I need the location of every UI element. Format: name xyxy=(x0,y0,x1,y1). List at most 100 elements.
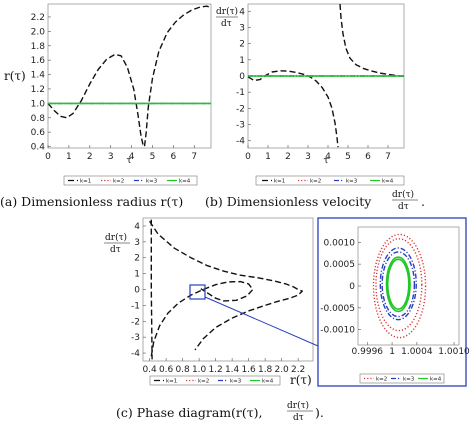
x-tick-label: 1.8 xyxy=(258,365,273,375)
series-k2-orbit xyxy=(375,238,423,332)
panel-a-legend: k=1 k=2 k=3 k=4 xyxy=(63,175,198,186)
x-tick-label: 1.0 xyxy=(192,365,207,375)
y-tick-label: -1 xyxy=(236,88,245,98)
panel-c-caption: (c) Phase diagram (r(τ), dr(τ) dτ ). xyxy=(116,400,324,423)
legend-label: k=2 xyxy=(198,379,209,385)
y-tick-label: -4 xyxy=(131,349,140,359)
panel-c-legend: k=1 k=2 k=3 k=4 xyxy=(149,375,281,386)
legend-label: k=4 xyxy=(382,179,394,185)
x-tick-label: 1.0010 xyxy=(438,347,470,357)
x-tick-label: 1.6 xyxy=(241,365,256,375)
panel-c-zoom-connector xyxy=(204,296,319,347)
legend-label: k=4 xyxy=(262,379,274,385)
legend-label: k=3 xyxy=(403,377,415,383)
panel-b-y-label-num: dr(τ) xyxy=(216,6,238,17)
x-tick-label: 2.2 xyxy=(291,365,305,375)
panel-c-caption-num: dr(τ) xyxy=(287,400,309,411)
y-tick-label: 4 xyxy=(134,222,140,232)
x-tick-label: 0.6 xyxy=(159,365,174,375)
x-tick-label: 2 xyxy=(87,152,93,162)
legend-label: k=1 xyxy=(166,379,177,385)
x-tick-label: 6 xyxy=(171,152,177,162)
panel-c-inset-y-ticks: 0.0010 0.0005 0 -0.0005 -0.0010 xyxy=(320,238,361,336)
y-tick-label: 0.0005 xyxy=(324,260,356,270)
y-tick-label: 2 xyxy=(134,254,140,264)
panel-a-y-label: r(τ) xyxy=(4,69,26,83)
x-tick-label: 7 xyxy=(385,152,391,162)
series-k1-line xyxy=(149,220,303,351)
panel-c-plot-frame xyxy=(142,217,314,362)
panel-a-plot-frame xyxy=(47,3,212,149)
x-tick-label: 1.4 xyxy=(225,365,240,375)
panel-a-caption: (a) Dimensionless radius r(τ) xyxy=(0,194,183,209)
panel-b-y-label: dr(τ) dτ xyxy=(216,6,238,29)
y-tick-label: 4 xyxy=(239,7,245,17)
y-tick-label: 1.4 xyxy=(31,71,46,81)
panel-c-series xyxy=(149,219,303,360)
panel-a-y-ticks: 0.4 0.6 0.8 1.0 1.2 1.4 1.6 1.8 2.0 2.2 xyxy=(31,13,51,153)
x-tick-label: 0.4 xyxy=(142,365,157,375)
series-k1-line xyxy=(150,280,254,357)
panel-b-series xyxy=(247,3,405,148)
y-tick-label: -3 xyxy=(236,121,245,131)
legend-label: k=4 xyxy=(179,179,191,185)
x-tick-label: 0 xyxy=(45,152,51,162)
panel-c-inset: 0.0010 0.0005 0 -0.0005 -0.0010 0.9996 1 1.000… xyxy=(317,217,470,387)
x-tick-label: 7 xyxy=(191,152,197,162)
x-tick-label: 3 xyxy=(305,152,311,162)
legend-label: k=3 xyxy=(230,379,242,385)
y-tick-label: -0.0010 xyxy=(320,326,355,336)
legend-label: k=2 xyxy=(310,179,321,185)
x-tick-label: 1.0004 xyxy=(401,347,433,357)
x-tick-label: 2 xyxy=(285,152,291,162)
y-tick-label: -2 xyxy=(236,104,245,114)
svg-text:.: . xyxy=(421,194,425,209)
x-tick-label: 1.2 xyxy=(208,365,222,375)
x-tick-label: 3 xyxy=(108,152,114,162)
x-tick-label: 1 xyxy=(66,152,72,162)
series-k1-line xyxy=(339,3,405,78)
panel-a-x-label: τ xyxy=(127,156,132,166)
x-tick-label: 0.8 xyxy=(175,365,190,375)
panel-b-caption-num: dr(τ) xyxy=(392,189,414,200)
y-tick-label: 0.0010 xyxy=(324,238,356,248)
y-tick-label: 1.6 xyxy=(31,56,46,66)
series-k3-orbit xyxy=(381,251,416,318)
legend-label: k=3 xyxy=(146,179,158,185)
y-tick-label: 1.2 xyxy=(31,85,45,95)
y-tick-label: 0 xyxy=(349,282,355,292)
y-tick-label: -3 xyxy=(131,333,140,343)
panel-c-x-label: r(τ) xyxy=(290,373,312,387)
x-tick-label: 5 xyxy=(150,152,156,162)
panel-c-inset-frame xyxy=(317,217,467,387)
y-tick-label: -2 xyxy=(131,317,140,327)
x-tick-label: 0.9996 xyxy=(352,347,384,357)
x-tick-label: 5 xyxy=(345,152,351,162)
legend-label: k=1 xyxy=(274,179,285,185)
y-tick-label: 1 xyxy=(239,56,245,66)
panel-c-caption-paren: (r(τ), xyxy=(231,405,263,420)
y-tick-label: 0 xyxy=(239,72,245,82)
y-tick-label: 1 xyxy=(134,270,140,280)
series-k3-orbit xyxy=(379,247,417,321)
series-k1-line xyxy=(47,5,212,148)
panel-b-y-label-den: dτ xyxy=(221,19,232,29)
y-tick-label: 0.4 xyxy=(31,143,46,153)
y-tick-label: 3 xyxy=(134,238,140,248)
x-tick-label: 6 xyxy=(365,152,371,162)
y-tick-label: 2.0 xyxy=(31,27,46,37)
x-tick-label: 4 xyxy=(325,152,331,162)
panel-a-series xyxy=(47,5,212,148)
legend-label: k=2 xyxy=(376,377,387,383)
y-tick-label: 0.8 xyxy=(31,114,46,124)
panel-b-caption: (b) Dimensionless velocity dr(τ) dτ . xyxy=(205,189,425,212)
y-tick-label: 2 xyxy=(239,40,245,50)
panel-b-velocity-chart: 4 3 2 1 0 -1 -2 -3 -4 0 1 2 3 4 5 6 7 dr(τ) dτ τ k=1 k=2… xyxy=(205,3,425,212)
panel-c-caption-text: (c) Phase diagram xyxy=(116,405,231,420)
series-k1-line xyxy=(150,219,153,360)
x-tick-label: 4 xyxy=(129,152,135,162)
legend-label: k=2 xyxy=(113,179,124,185)
x-tick-label: 1 xyxy=(389,347,395,357)
panel-c-inset-series xyxy=(372,233,427,339)
y-tick-label: 2.2 xyxy=(31,13,45,23)
